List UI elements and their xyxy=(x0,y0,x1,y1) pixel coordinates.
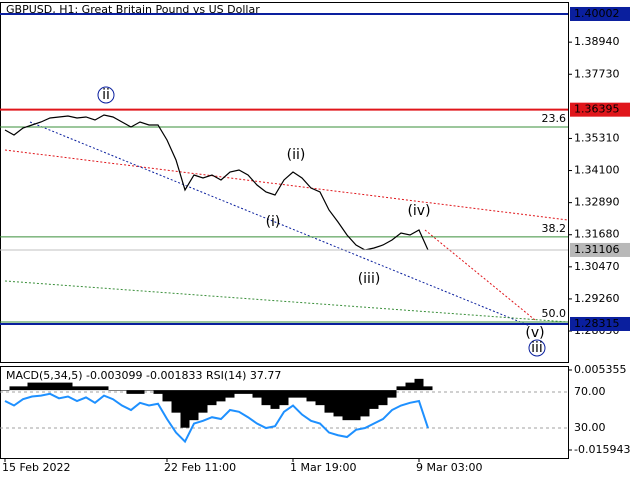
macd-bar xyxy=(99,386,109,391)
y-tick-label: -0.015943 xyxy=(574,443,630,456)
level-label: 1.28315 xyxy=(574,317,620,330)
wave-label: iii xyxy=(531,340,543,356)
fib-label: 23.6 xyxy=(542,112,567,125)
macd-bar xyxy=(81,386,91,391)
x-tick-label: 1 Mar 19:00 xyxy=(290,461,356,474)
macd-bar xyxy=(45,382,55,391)
macd-bar xyxy=(315,390,325,406)
macd-bar xyxy=(207,390,217,406)
macd-bar xyxy=(243,390,253,394)
macd-bar xyxy=(153,390,163,394)
macd-bar xyxy=(279,390,289,406)
wave-label: ii xyxy=(102,87,110,103)
last-price-box xyxy=(570,242,630,257)
macd-bar xyxy=(63,382,73,391)
macd-bar xyxy=(423,386,433,391)
macd-bar xyxy=(90,386,100,391)
trend-line xyxy=(4,149,569,221)
macd-bar xyxy=(252,390,262,398)
macd-bar xyxy=(225,390,235,398)
macd-bar xyxy=(324,390,334,413)
macd-bar xyxy=(108,390,118,391)
y-tick-label: 1.35310 xyxy=(574,131,620,144)
macd-bar xyxy=(333,390,343,417)
macd-bar xyxy=(306,390,316,402)
macd-bar xyxy=(9,386,19,391)
macd-bar xyxy=(18,386,28,391)
macd-bar xyxy=(351,390,361,421)
x-tick-label: 15 Feb 2022 xyxy=(2,461,70,474)
price-line xyxy=(4,114,429,251)
wave-circle xyxy=(528,339,546,357)
macd-bar xyxy=(342,390,352,421)
macd-bar xyxy=(387,390,397,398)
y-tick-label: 1.32890 xyxy=(574,196,620,209)
fib-label: 50.0 xyxy=(542,307,567,320)
macd-bar xyxy=(198,390,208,413)
wave-label: (ii) xyxy=(287,147,306,163)
y-tick-label: 0.005355 xyxy=(574,363,627,376)
macd-bar xyxy=(396,386,406,391)
macd-bar xyxy=(378,390,388,406)
macd-bar xyxy=(369,390,379,409)
y-tick-label: 1.38940 xyxy=(574,35,620,48)
chart-title: GBPUSD, H1: Great Britain Pound vs US Do… xyxy=(6,3,260,16)
wave-label: (v) xyxy=(525,325,544,341)
x-tick-label: 22 Feb 11:00 xyxy=(164,461,236,474)
macd-bar xyxy=(189,390,199,421)
macd-bar xyxy=(405,382,415,391)
y-tick-label: 1.37730 xyxy=(574,67,620,80)
rsi-line xyxy=(4,392,429,444)
macd-bar xyxy=(162,390,172,402)
indicator-panel xyxy=(0,366,569,459)
wave-label: (iii) xyxy=(358,271,381,287)
y-tick-label: 1.29260 xyxy=(574,292,620,305)
fib-label: 38.2 xyxy=(542,222,567,235)
trend-line xyxy=(424,229,536,321)
macd-bar xyxy=(36,382,46,391)
macd-bar xyxy=(216,390,226,402)
macd-bar xyxy=(270,390,280,409)
price-panel xyxy=(0,2,569,363)
y-tick-label: 1.30470 xyxy=(574,260,620,273)
level-label: 1.40002 xyxy=(574,7,620,20)
macd-bar xyxy=(54,382,64,391)
level-box xyxy=(570,102,630,117)
wave-label: (i) xyxy=(266,214,281,230)
macd-bar xyxy=(135,390,145,394)
last-price-label: 1.31106 xyxy=(574,243,620,256)
level-box xyxy=(570,316,630,331)
macd-bar xyxy=(288,390,298,398)
macd-bar xyxy=(27,382,37,391)
macd-bar xyxy=(117,390,127,391)
macd-bar xyxy=(360,390,370,417)
y-tick-label: 1.31680 xyxy=(574,228,620,241)
macd-bar xyxy=(261,390,271,406)
y2-tick-label: 70.00 xyxy=(574,385,606,398)
macd-bar xyxy=(414,378,424,391)
x-tick-label: 9 Mar 03:00 xyxy=(416,461,482,474)
macd-bar xyxy=(0,390,10,391)
macd-bar xyxy=(180,390,190,428)
indicator-title: MACD(5,34,5) -0.003099 -0.001833 RSI(14)… xyxy=(6,369,281,382)
macd-bar xyxy=(171,390,181,413)
wave-label: (iv) xyxy=(407,203,430,219)
trend-line xyxy=(4,280,569,323)
level-box xyxy=(570,6,630,21)
macd-bar xyxy=(234,390,244,394)
macd-bar xyxy=(72,386,82,391)
wave-circle xyxy=(97,86,115,104)
level-label: 1.36395 xyxy=(574,103,620,116)
macd-bar xyxy=(297,390,307,398)
y-tick-label: 1.34100 xyxy=(574,164,620,177)
macd-bar xyxy=(126,390,136,394)
macd-bar xyxy=(144,390,154,391)
y2-tick-label: 30.00 xyxy=(574,421,606,434)
